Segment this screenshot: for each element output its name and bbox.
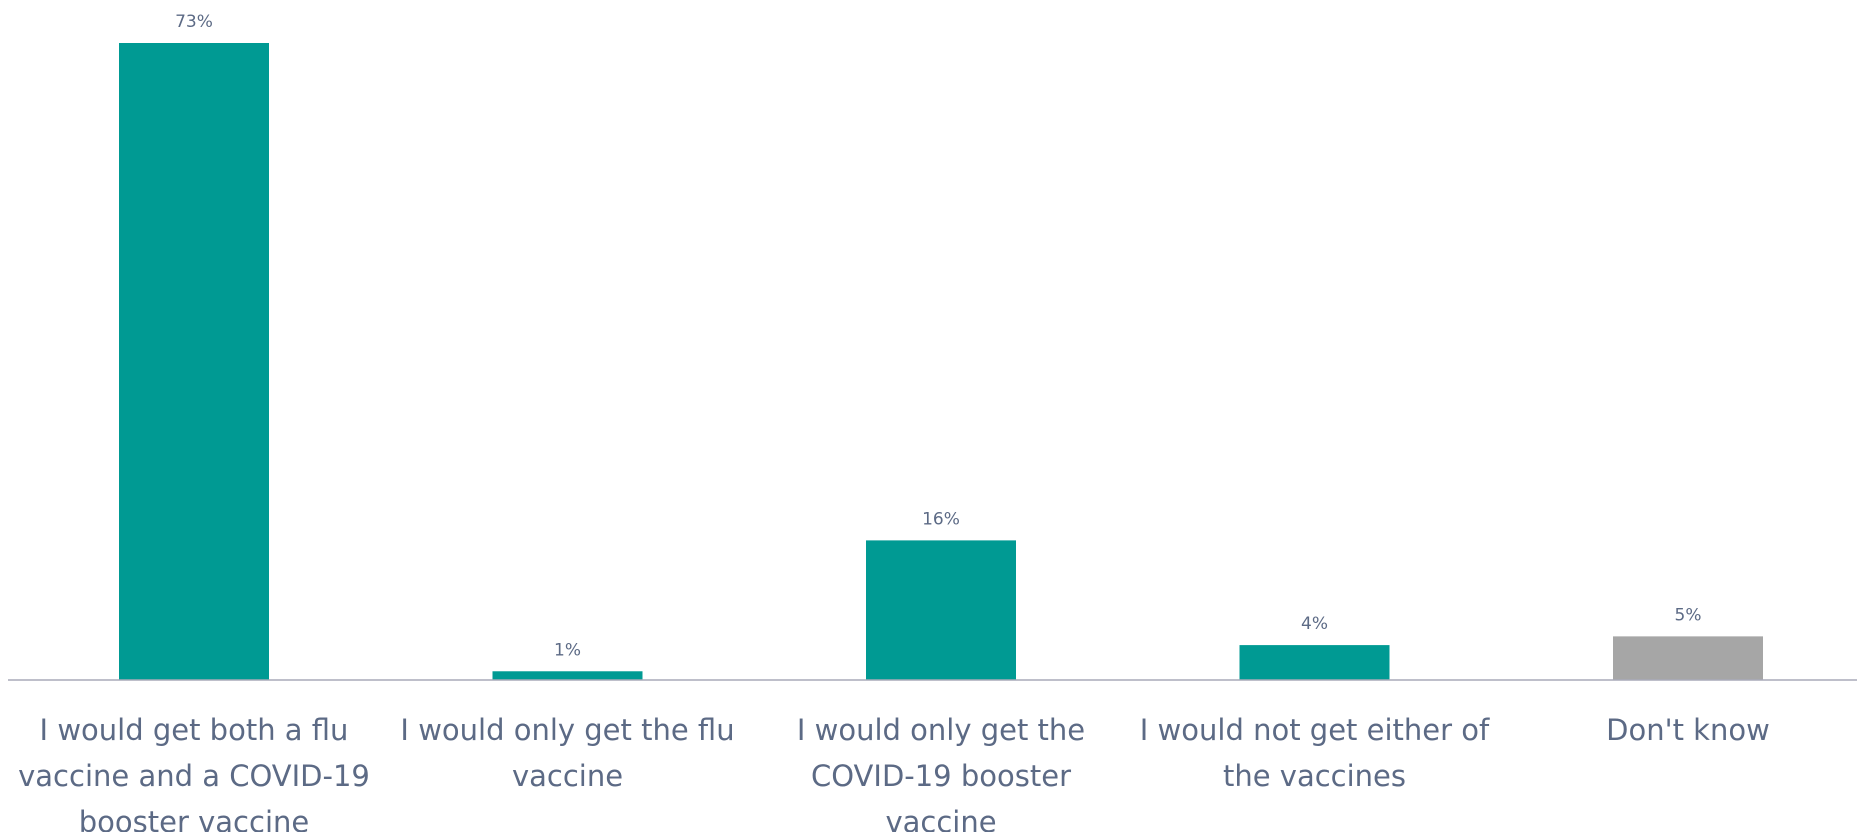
category-label-line: COVID-19 booster (811, 759, 1071, 793)
bars-group (119, 43, 1763, 680)
bar-4 (1240, 645, 1390, 680)
category-label-2: I would only get the flu vaccine (400, 713, 734, 793)
bar-1 (119, 43, 269, 680)
category-label-line: vaccine and a COVID-19 (18, 759, 370, 793)
category-label-4: I would not get either of the vaccines (1140, 713, 1490, 793)
category-label-line: booster vaccine (79, 805, 309, 832)
value-label-1: 73% (175, 12, 213, 32)
category-label-line: I would only get the (797, 713, 1085, 747)
category-labels-group: I would get both a flu vaccine and a COVI… (18, 713, 1770, 832)
value-label-3: 16% (922, 509, 960, 529)
bar-2 (493, 671, 643, 680)
category-label-line: Don't know (1606, 713, 1770, 747)
category-label-line: the vaccines (1223, 759, 1406, 793)
value-label-4: 4% (1301, 614, 1328, 634)
category-label-line: I would not get either of (1140, 713, 1490, 747)
category-label-line: I would only get the flu (400, 713, 734, 747)
category-label-3: I would only get the COVID-19 booster vacc… (797, 713, 1085, 832)
category-label-line: vaccine (885, 805, 996, 832)
value-label-2: 1% (554, 640, 581, 660)
bar-3 (866, 540, 1016, 680)
category-label-5: Don't know (1606, 713, 1770, 747)
bar-5 (1613, 636, 1763, 680)
category-label-line: I would get both a flu (40, 713, 349, 747)
category-label-1: I would get both a flu vaccine and a COVI… (18, 713, 370, 832)
category-label-line: vaccine (512, 759, 623, 793)
value-label-5: 5% (1675, 605, 1702, 625)
